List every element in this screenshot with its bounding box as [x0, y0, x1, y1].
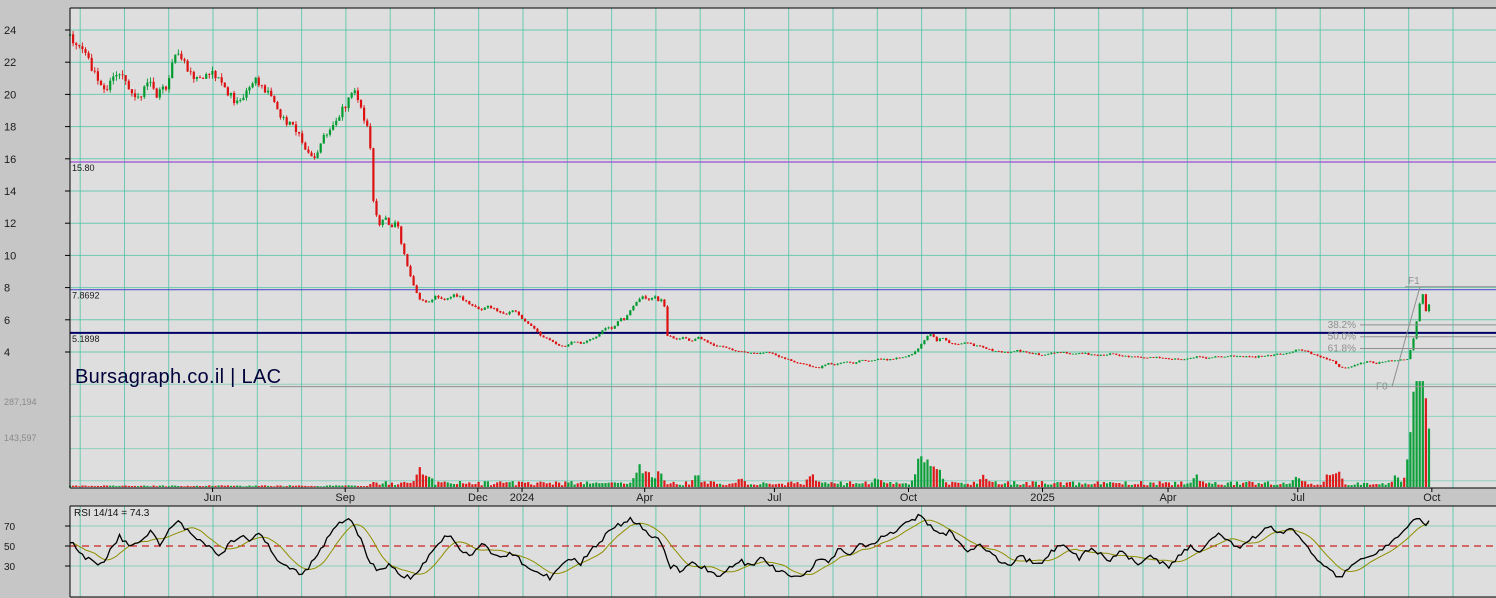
y-axis-tick: 16: [4, 154, 16, 166]
volume-bars: [68, 381, 1431, 487]
y-axis-tick: 4: [4, 347, 10, 359]
watermark: Bursagraph.co.il | LAC: [75, 366, 282, 388]
rsi-indicator-label: RSI 14/14 = 74.3: [74, 508, 150, 519]
price-pane-background: [70, 8, 1496, 488]
fib-retracement-label: 38.2%: [1328, 320, 1356, 331]
x-axis-tick: 2025: [1030, 492, 1054, 504]
fib-retracement-label: 61.8%: [1328, 343, 1356, 354]
y-axis-tick: 10: [4, 250, 16, 262]
rsi-line: [69, 513, 1430, 582]
x-axis-tick: Oct: [1423, 492, 1440, 504]
y-axis-tick: 20: [4, 89, 16, 101]
y-axis-tick: 24: [4, 25, 16, 37]
x-axis-tick: 2024: [510, 492, 534, 504]
rsi-axis-tick: 50: [4, 542, 16, 553]
y-axis-tick: 18: [4, 122, 16, 134]
rsi-pane-background: [70, 506, 1496, 597]
y-axis-tick: 6: [4, 315, 10, 327]
rsi-axis-tick: 30: [4, 562, 16, 573]
price-level-label: 5.1898: [72, 334, 100, 344]
fib-f0-label: F0: [1376, 382, 1388, 393]
chart-backgrounds: [70, 8, 1496, 597]
x-axis-tick: Sep: [335, 492, 355, 504]
x-axis-tick: Apr: [1159, 492, 1176, 504]
gridlines: [70, 8, 1496, 597]
fib-f1-label: F1: [1408, 276, 1420, 287]
y-axis-tick: 22: [4, 57, 16, 69]
volume-scale-label: 143,597: [4, 433, 37, 443]
x-axis-tick: Jul: [767, 492, 781, 504]
x-axis-tick: Jun: [204, 492, 222, 504]
y-axis-tick: 8: [4, 283, 10, 295]
x-axis-tick: Dec: [468, 492, 488, 504]
chart-frame: [69, 7, 1496, 598]
rsi-axis-tick: 70: [4, 522, 16, 533]
x-axis-tick: Apr: [636, 492, 653, 504]
price-level-label: 7.8692: [72, 291, 100, 301]
price-level-label: 15.80: [72, 163, 95, 173]
fib-retracement-label: 50.0%: [1328, 332, 1356, 343]
fibonacci-retracement: 38.2%50.0%61.8% F1 F0: [270, 276, 1496, 393]
volume-scale-label: 287,194: [4, 397, 37, 407]
y-axis-tick: 12: [4, 218, 16, 230]
axis-labels: 24 22 20 18 16 14 12 10 8 6 4 287,194 143,597 Jun Sep D…: [4, 25, 1440, 573]
candlesticks: [68, 31, 1431, 369]
rsi-signal-line: [69, 519, 1430, 576]
x-axis-tick: Jul: [1291, 492, 1305, 504]
horizontal-levels: 15.80 7.8692 5.1898: [70, 161, 1496, 344]
x-axis-tick: Oct: [900, 492, 917, 504]
y-axis-tick: 14: [4, 186, 16, 198]
rsi-pane: [69, 513, 1430, 582]
